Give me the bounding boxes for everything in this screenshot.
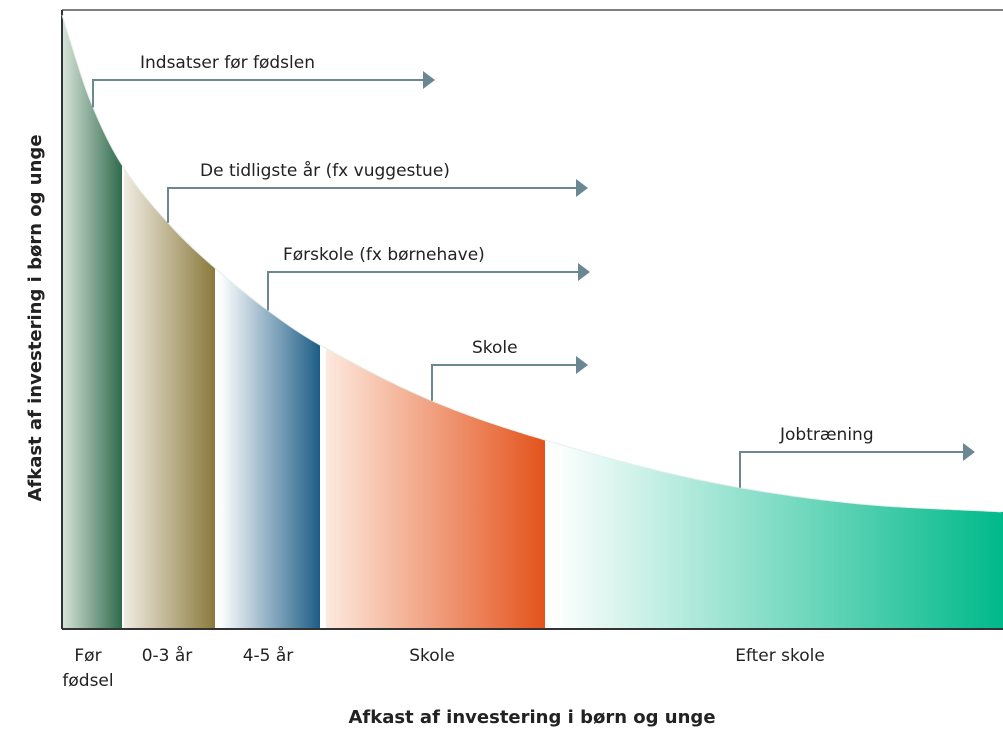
arrow-label: Indsatser før fødslen [140,53,315,73]
arrow-head [578,263,590,281]
arrow-label: Førskole (fx børnehave) [283,245,485,265]
arrow-label: Skole [472,338,518,358]
arrow-line [267,271,582,311]
x-axis-title: Afkast af investering i børn og unge [348,707,715,728]
arrow-line [167,187,580,223]
stage-area [63,18,122,629]
arrow-head [423,71,435,89]
stage-area [124,168,215,628]
stage-label: 4-5 år [243,645,294,666]
stage-area [326,348,545,628]
curve [61,14,1002,513]
stage-area [220,272,320,628]
arrow-head [576,356,588,374]
arrow-line [431,364,580,401]
arrow-label: Jobtræning [779,425,874,445]
arrow-line [739,451,967,488]
arrow-label: De tidligste år (fx vuggestue) [200,160,450,181]
arrow-head [576,179,588,197]
arrow-line [92,79,427,108]
stage-label: Før [74,646,101,666]
stage-label: Efter skole [735,646,825,666]
stage-label: 0-3 år [142,645,193,666]
stage-label: fødsel [62,671,113,691]
y-axis-title: Afkast af investering i børn og unge [25,134,46,501]
stage-area [552,442,1003,628]
stage-label: Skole [409,646,455,666]
arrow-head [963,443,975,461]
